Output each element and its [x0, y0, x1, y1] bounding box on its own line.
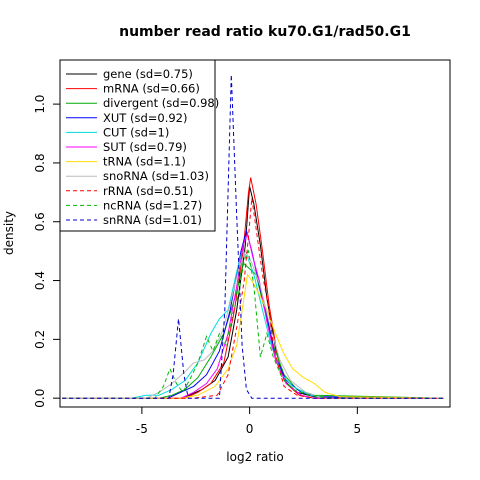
y-tick-label: 0.4: [33, 271, 47, 290]
legend-entry-label: mRNA (sd=0.66): [103, 82, 200, 96]
y-tick-label: 0.6: [33, 212, 47, 231]
legend-entry-label: tRNA (sd=1.1): [103, 155, 186, 169]
series-lines: [62, 74, 444, 399]
series-line-6: [62, 273, 444, 399]
legend-entry-label: snoRNA (sd=1.03): [103, 169, 209, 183]
x-tick-label: 5: [354, 422, 362, 436]
y-axis-label: density: [2, 211, 16, 255]
series-line-4: [62, 250, 444, 399]
legend: gene (sd=0.75)mRNA (sd=0.66)divergent (s…: [59, 59, 219, 232]
y-tick-label: 0.0: [33, 389, 47, 408]
x-tick-label: -5: [136, 422, 148, 436]
y-tick-label: 1.0: [33, 95, 47, 114]
series-line-9: [62, 249, 444, 399]
y-tick-label: 0.8: [33, 153, 47, 172]
plot-frame: [59, 59, 451, 408]
legend-entry-label: rRNA (sd=0.51): [103, 184, 193, 198]
chart-title: number read ratio ku70.G1/rad50.G1: [119, 24, 411, 40]
legend-entry-label: divergent (sd=0.98): [103, 96, 219, 110]
legend-entry-label: snRNA (sd=1.01): [103, 213, 202, 227]
legend-entry-label: SUT (sd=0.79): [103, 140, 187, 154]
legend-entry-label: ncRNA (sd=1.27): [103, 198, 202, 212]
series-line-5: [62, 231, 444, 399]
legend-entry-label: XUT (sd=0.92): [103, 111, 187, 125]
series-line-8: [62, 198, 444, 399]
series-line-2: [62, 261, 444, 399]
legend-entry-label: CUT (sd=1): [103, 125, 169, 139]
y-axis: 0.0 0.2 0.4 0.6 0.8 1.0: [33, 95, 60, 408]
x-tick-label: 0: [246, 422, 254, 436]
x-axis-label: log2 ratio: [226, 450, 283, 464]
series-line-7: [62, 249, 444, 399]
legend-entry-label: gene (sd=0.75): [103, 67, 193, 81]
y-tick-label: 0.2: [33, 330, 47, 349]
x-axis: -5 0 5: [136, 407, 361, 436]
